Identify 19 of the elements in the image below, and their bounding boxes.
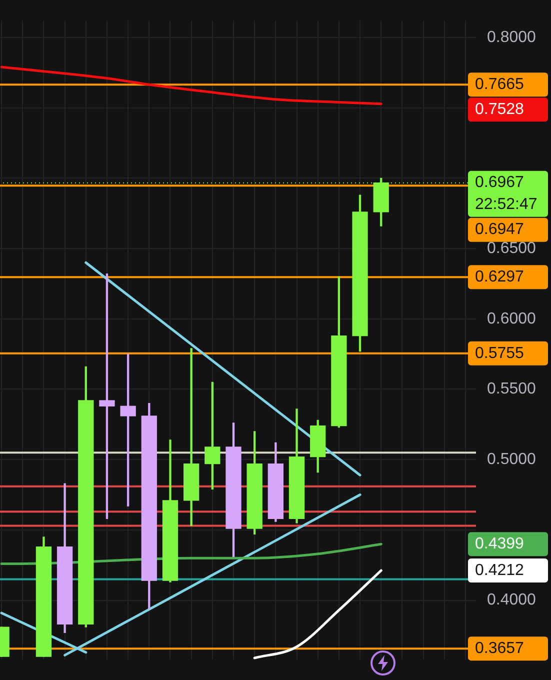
y-tick-label: 0.4000 (487, 592, 536, 609)
ref-line-label: 0.6947 (475, 221, 524, 238)
ref-line-label: 0.7665 (475, 76, 524, 94)
annotation: 0.4399 (475, 536, 524, 553)
line-series (253, 569, 382, 660)
ref-line-label: 0.6297 (475, 268, 524, 286)
y-tick-label: 0.6000 (487, 310, 536, 328)
line-series (0, 66, 382, 106)
annotation: 22:52:47 (475, 196, 538, 214)
candlestick (183, 348, 200, 526)
ref-line-label: 0.5755 (475, 344, 524, 362)
ref-line-label: 0.3657 (475, 640, 524, 657)
y-tick-label: 0.5500 (487, 380, 536, 398)
annotation: 0.7528 (475, 101, 524, 118)
y-tick-label: 0.5000 (487, 451, 536, 468)
y-tick-label: 0.6500 (487, 240, 536, 257)
ref-line-label: 0.6967 (475, 174, 524, 192)
y-tick-label: 0.8000 (487, 28, 536, 46)
annotation: 0.4212 (475, 562, 524, 579)
